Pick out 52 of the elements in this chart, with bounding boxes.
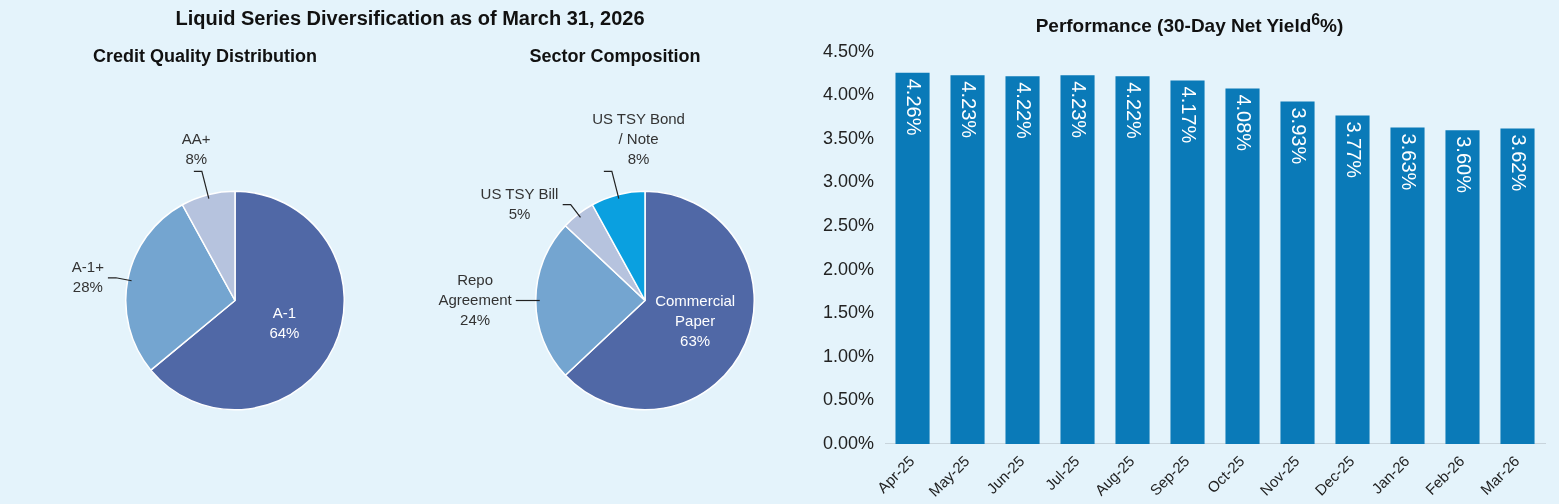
data-label: 3.77%: [1343, 121, 1365, 179]
chart-title: Performance (30-Day Net Yield$^{6}$%): [1034, 10, 1345, 39]
text: Liquid Series Diversification as of March 31, 2026: [174, 6, 646, 30]
slice-label: Commercial Paper: [655, 292, 736, 330]
slice-label: Repo Agreement: [438, 270, 513, 308]
y-tick-label: 3.00%: [822, 171, 875, 192]
slice-label: A-1+: [71, 257, 105, 275]
bar: [1005, 76, 1040, 445]
data-label: 8%: [185, 149, 208, 167]
data-label: 3.62%: [1507, 134, 1530, 192]
data-label: 4.08%: [1233, 94, 1255, 152]
data-label: 8%: [627, 149, 650, 167]
y-tick-label: 1.00%: [822, 346, 875, 367]
bar: [1170, 80, 1205, 445]
bar: [1060, 75, 1095, 445]
data-label: 3.60%: [1452, 136, 1475, 194]
data-label: 5%: [508, 204, 531, 222]
y-tick-label: 2.50%: [822, 215, 875, 236]
y-tick-label: 1.50%: [822, 302, 875, 323]
bar: [1500, 128, 1535, 445]
data-label: 63%: [680, 332, 711, 350]
y-tick-label: 4.50%: [822, 41, 875, 62]
slice-label: US TSY Bill: [480, 184, 559, 202]
data-label: 24%: [460, 310, 491, 328]
data-label: 4.23%: [958, 81, 981, 139]
y-tick-label: 3.50%: [822, 128, 875, 149]
slice-label: AA+: [181, 129, 211, 147]
bar: [1390, 127, 1425, 445]
bar: [950, 75, 985, 445]
data-label: 4.17%: [1178, 86, 1201, 144]
bar: [1225, 88, 1260, 445]
y-tick-label: 2.00%: [822, 258, 875, 279]
slice-label: A-1: [272, 303, 297, 321]
data-label: 28%: [72, 277, 103, 295]
bar: [1115, 76, 1150, 445]
slice-label: US TSY Bond / Note: [592, 109, 685, 147]
data-label: 3.63%: [1397, 133, 1420, 191]
data-label: 4.23%: [1068, 81, 1091, 139]
data-label: 4.26%: [903, 79, 926, 136]
data-label: 4.22%: [1123, 82, 1146, 140]
bar: [1280, 101, 1315, 445]
chart-title: Sector Composition: [528, 45, 702, 68]
bar: [895, 73, 930, 445]
y-tick-label: 4.00%: [822, 84, 875, 105]
data-label: 64%: [269, 323, 300, 341]
y-tick-label: 0.50%: [822, 389, 875, 410]
data-label: 4.22%: [1013, 82, 1036, 140]
data-label: 3.93%: [1288, 107, 1310, 165]
bar: [1335, 115, 1370, 445]
chart-title: Credit Quality Distribution: [92, 45, 318, 68]
y-tick-label: 0.00%: [822, 433, 875, 454]
bar: [1445, 130, 1480, 445]
